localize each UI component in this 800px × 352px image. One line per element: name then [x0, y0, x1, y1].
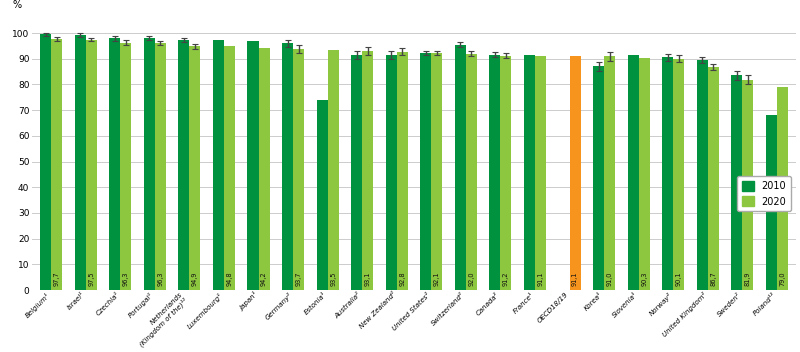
Bar	[490, 55, 500, 290]
Bar	[766, 115, 777, 290]
Text: 91,1: 91,1	[572, 272, 578, 286]
Bar	[40, 34, 51, 290]
Bar	[604, 56, 615, 290]
Text: 90,3: 90,3	[641, 272, 647, 286]
Legend: 2010, 2020: 2010, 2020	[737, 176, 791, 212]
Text: 94,9: 94,9	[192, 272, 198, 286]
Text: 92,0: 92,0	[468, 272, 474, 286]
Bar	[431, 54, 442, 290]
Bar	[420, 53, 431, 290]
Bar	[397, 52, 408, 290]
Bar	[570, 56, 581, 290]
Text: 97,5: 97,5	[88, 272, 94, 286]
Bar	[697, 60, 708, 290]
Bar	[178, 40, 190, 290]
Text: 90,1: 90,1	[676, 272, 682, 286]
Bar	[731, 75, 742, 290]
Bar	[86, 39, 97, 290]
Bar	[74, 35, 86, 290]
Bar	[673, 58, 684, 290]
Bar	[708, 67, 718, 290]
Text: 81,9: 81,9	[745, 272, 751, 286]
Text: 91,0: 91,0	[606, 272, 613, 286]
Bar	[777, 87, 788, 290]
Bar	[535, 56, 546, 290]
Text: 93,1: 93,1	[365, 272, 370, 286]
Bar	[51, 39, 62, 290]
Bar	[593, 67, 604, 290]
Text: 91,1: 91,1	[538, 272, 543, 286]
Text: 79,0: 79,0	[779, 272, 786, 286]
Bar	[155, 43, 166, 290]
Bar	[466, 54, 477, 290]
Text: 97,7: 97,7	[54, 272, 60, 286]
Bar	[500, 56, 511, 290]
Bar	[190, 46, 201, 290]
Text: 93,7: 93,7	[296, 272, 302, 286]
Text: 91,2: 91,2	[503, 272, 509, 286]
Bar	[224, 46, 235, 290]
Text: 93,5: 93,5	[330, 272, 336, 286]
Bar	[317, 100, 328, 290]
Bar	[110, 38, 120, 290]
Bar	[362, 51, 374, 290]
Bar	[454, 45, 466, 290]
Bar	[213, 39, 224, 290]
Bar	[524, 55, 535, 290]
Bar	[742, 80, 754, 290]
Text: 94,8: 94,8	[226, 272, 233, 286]
Bar	[638, 58, 650, 290]
Bar	[351, 55, 362, 290]
Y-axis label: %: %	[12, 0, 22, 10]
Bar	[662, 57, 673, 290]
Bar	[120, 43, 131, 290]
Text: 92,1: 92,1	[434, 272, 440, 286]
Bar	[627, 55, 638, 290]
Bar	[328, 50, 338, 290]
Text: 96,3: 96,3	[123, 272, 129, 286]
Bar	[293, 49, 304, 290]
Text: 94,2: 94,2	[261, 272, 267, 286]
Text: 96,3: 96,3	[158, 272, 163, 286]
Bar	[282, 43, 293, 290]
Bar	[247, 41, 258, 290]
Bar	[144, 38, 155, 290]
Text: 92,8: 92,8	[399, 272, 406, 286]
Text: 86,7: 86,7	[710, 271, 716, 286]
Bar	[386, 55, 397, 290]
Bar	[258, 48, 270, 290]
